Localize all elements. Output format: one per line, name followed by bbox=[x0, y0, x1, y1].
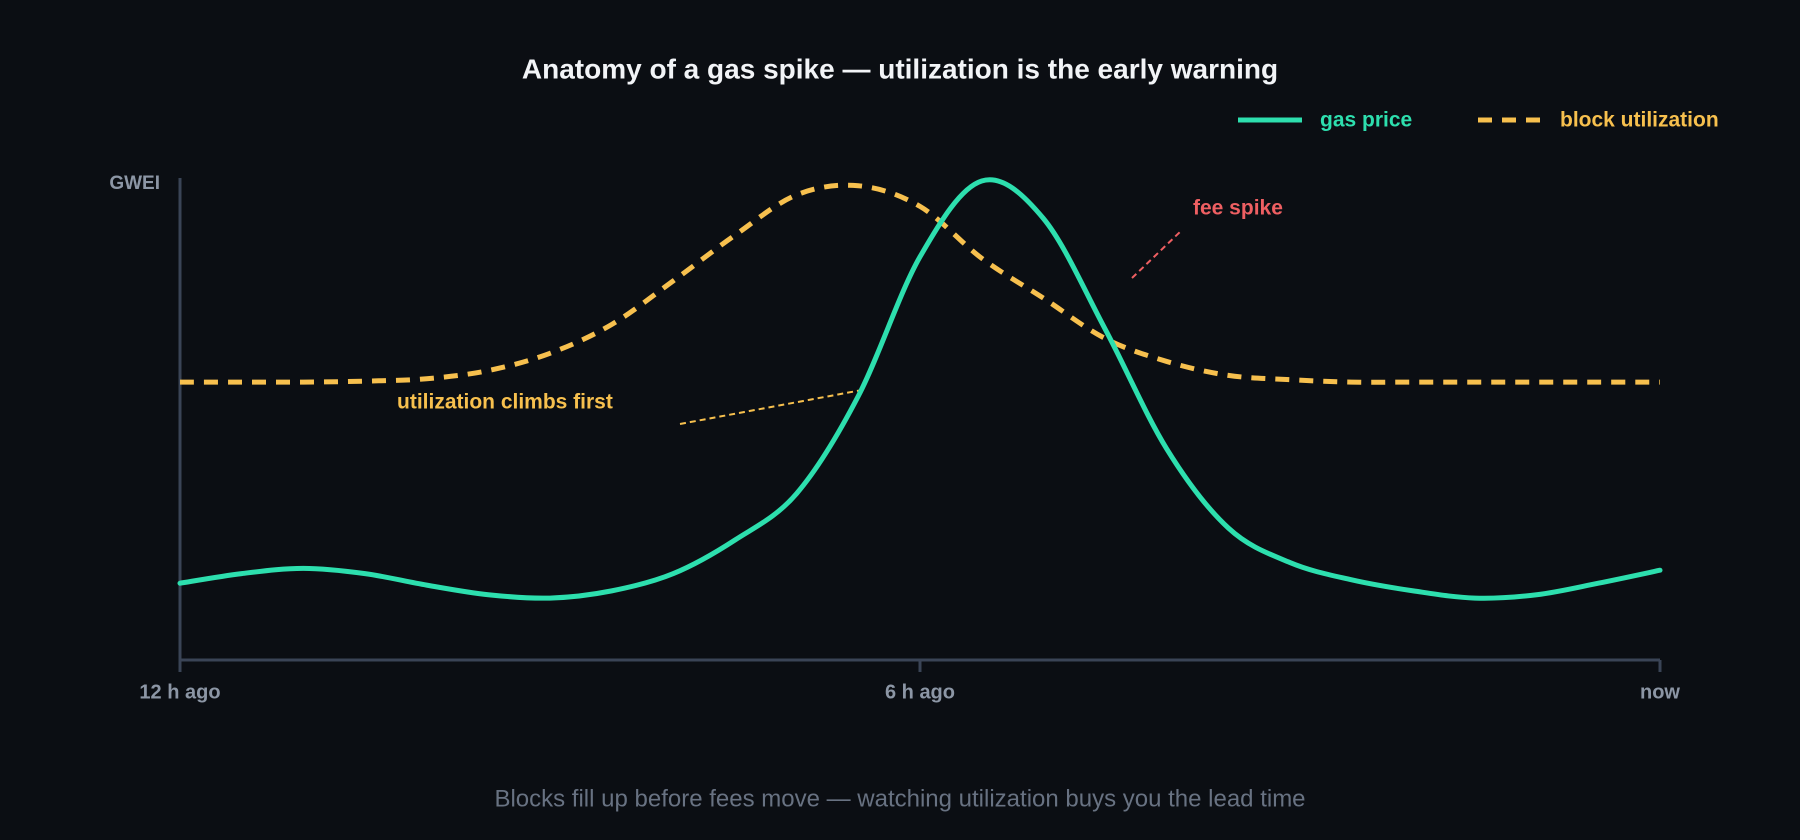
series-line bbox=[180, 182, 1660, 385]
series-line bbox=[177, 177, 1663, 601]
x-tick-label: now bbox=[1640, 681, 1680, 703]
chart-subtitle: Blocks fill up before fees move — watchi… bbox=[494, 785, 1305, 812]
annotation-leader bbox=[679, 389, 863, 425]
annotation: utilization climbs first bbox=[397, 391, 613, 414]
legend-label: gas price bbox=[1320, 109, 1412, 132]
annotation-leader bbox=[1131, 229, 1183, 279]
annotation: fee spike bbox=[1193, 197, 1283, 220]
chart-title: Anatomy of a gas spike — utilization is … bbox=[522, 53, 1278, 84]
legend-label: block utilization bbox=[1560, 109, 1719, 132]
x-tick-label: 6 h ago bbox=[885, 681, 955, 703]
y-axis-label: GWEI bbox=[109, 173, 160, 194]
x-tick-label: 12 h ago bbox=[139, 681, 220, 703]
